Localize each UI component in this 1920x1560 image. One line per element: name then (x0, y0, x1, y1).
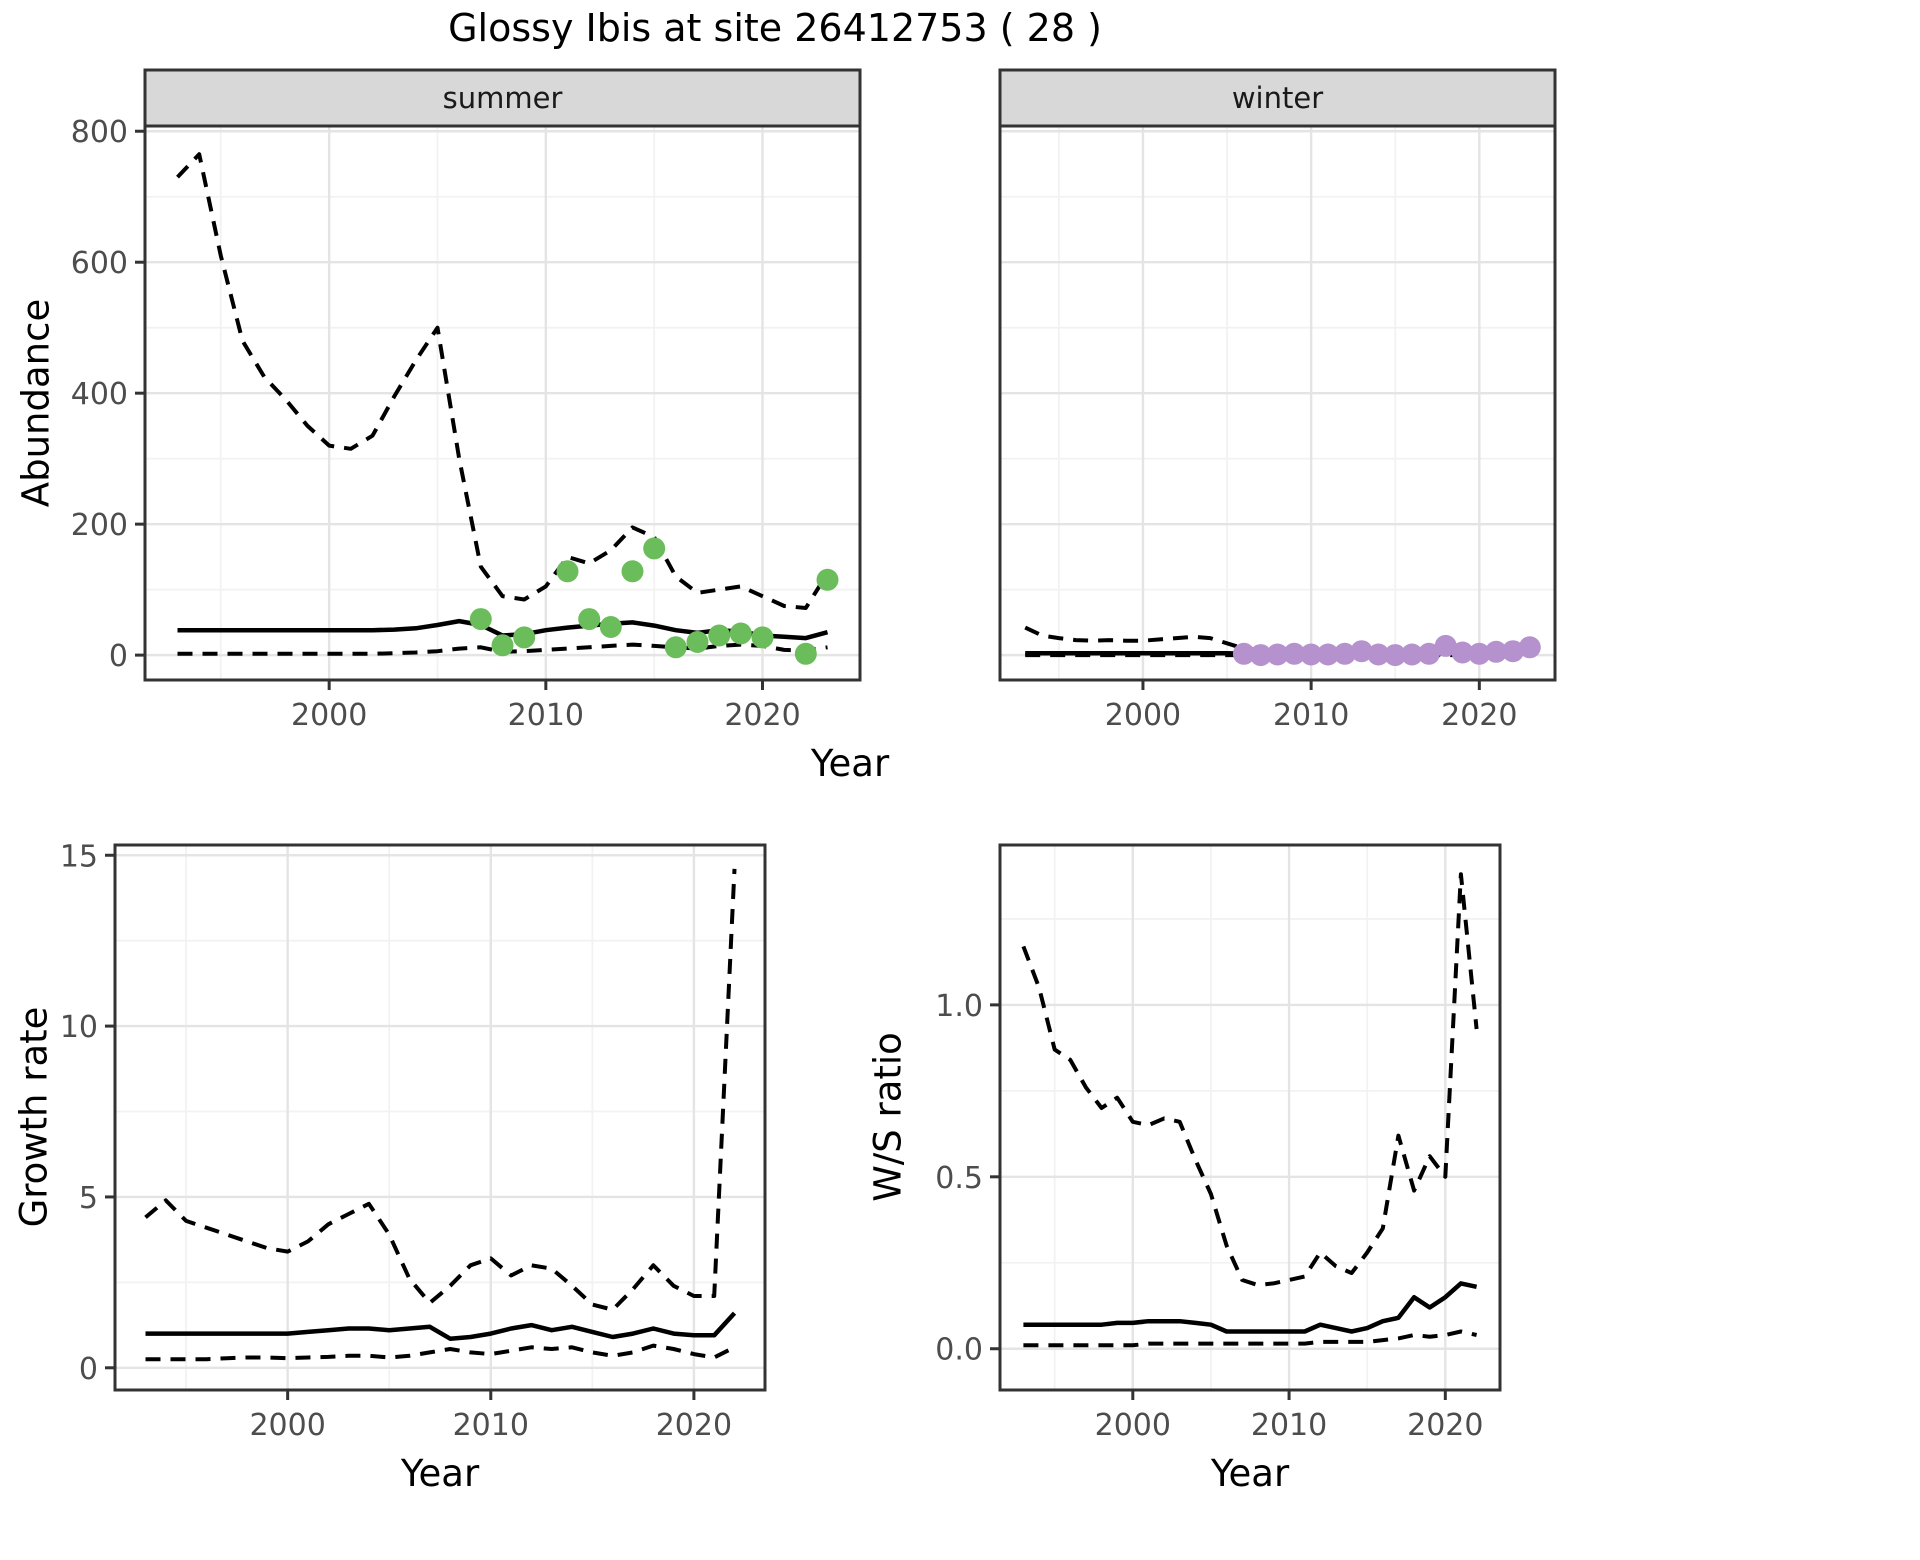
abundance_summer-observed-point (708, 624, 731, 647)
y-tick-label: 0 (109, 639, 128, 674)
x-axis-title-year-growth: Year (400, 1452, 480, 1495)
abundance_summer-observed-point (599, 616, 622, 638)
y-tick-label: 400 (71, 377, 128, 412)
abundance_summer-observed-point (751, 626, 774, 649)
abundance_winter-observed-point (1401, 643, 1423, 666)
x-tick-label: 2010 (1251, 1408, 1327, 1443)
y-tick-label: 0 (79, 1352, 98, 1387)
y-tick-label: 0.0 (935, 1333, 983, 1368)
abundance_winter-observed-point (1417, 642, 1440, 665)
x-tick-label: 2010 (1273, 698, 1349, 733)
abundance_summer-observed-point (513, 626, 536, 649)
abundance_winter-observed-point (1249, 644, 1272, 667)
abundance_winter-observed-point (1468, 642, 1491, 665)
abundance_summer-ci_upper-line (176, 152, 830, 610)
abundance_winter-observed-point (1367, 643, 1390, 666)
abundance_summer-observed-point (621, 560, 644, 583)
facet-strip-label: summer (443, 81, 563, 115)
page-title: Glossy Ibis at site 26412753 ( 28 ) (448, 6, 1102, 50)
y-tick-label: 1.0 (935, 989, 983, 1024)
abundance_winter-observed-point (1451, 641, 1474, 664)
y-tick-label: 10 (60, 1010, 98, 1045)
abundance_summer-observed-point (729, 622, 752, 645)
abundance_winter-observed-point (1384, 644, 1407, 667)
abundance_winter-observed-point (1283, 642, 1306, 665)
x-tick-label: 2010 (508, 698, 584, 733)
ws_ratio-median-line (1023, 1281, 1478, 1334)
y-tick-label: 200 (71, 508, 128, 543)
ws_ratio-ci_upper-line (1021, 872, 1479, 1288)
facet-strip (998, 68, 1557, 128)
x-tick-label: 2000 (249, 1408, 325, 1443)
x-axis-title-year-top: Year (810, 742, 890, 785)
abundance_winter-observed-point (1333, 642, 1356, 665)
x-tick-label: 2000 (291, 698, 367, 733)
panel-border (998, 843, 1502, 1392)
panel-background (115, 845, 765, 1390)
abundance_winter-observed-point (1350, 640, 1373, 663)
ws_ratio-ci_lower-line (1023, 1329, 1478, 1348)
y-tick-label: 5 (79, 1181, 98, 1216)
facet-strip-label: winter (1232, 81, 1323, 115)
x-tick-label: 2020 (724, 698, 800, 733)
abundance_winter-observed-point (1502, 640, 1524, 663)
x-tick-label: 2000 (1105, 698, 1181, 733)
abundance_summer-observed-point (469, 608, 492, 631)
panel-background (145, 126, 860, 680)
abundance_winter-observed-point (1518, 636, 1541, 659)
abundance_winter-observed-point (1232, 642, 1255, 665)
abundance_summer-observed-point (491, 634, 514, 657)
growth_rate-panel: 2000 2010 2020 0 5 10 15 (60, 839, 767, 1443)
abundance_summer-observed-point (686, 631, 709, 653)
growth_rate-median-line (145, 1311, 737, 1341)
panel-background (1000, 845, 1500, 1390)
y-tick-label: 600 (71, 246, 128, 281)
x-tick-label: 2020 (1441, 698, 1517, 733)
abundance_winter-panel: 2000 2010 2020 winter (998, 68, 1557, 733)
x-tick-label: 2010 (453, 1408, 529, 1443)
growth_rate-ci_upper-line (144, 868, 737, 1312)
x-tick-label: 2000 (1095, 1408, 1171, 1443)
facet-strip (143, 68, 862, 128)
x-tick-label: 2020 (1407, 1408, 1483, 1443)
y-tick-label: 15 (60, 839, 98, 874)
abundance_winter-observed-point (1266, 643, 1289, 666)
abundance_winter-observed-point (1317, 643, 1339, 666)
x-axis-title-year-ws: Year (1210, 1452, 1290, 1495)
abundance_winter-observed-point (1300, 643, 1323, 666)
y-tick-label: 800 (71, 115, 128, 150)
abundance_summer-panel: 2000 2010 2020 0 200 400 600 800 summer (71, 68, 862, 733)
abundance_summer-observed-point (664, 636, 687, 659)
abundance_winter-observed-point (1485, 640, 1508, 663)
abundance_summer-observed-point (578, 608, 601, 631)
abundance_summer-observed-point (794, 642, 817, 665)
abundance_summer-observed-point (556, 560, 579, 583)
abundance_summer-observed-point (643, 537, 666, 560)
abundance_winter-observed-point (1434, 634, 1457, 657)
abundance_summer-observed-point (816, 568, 839, 591)
panel-border (113, 843, 767, 1392)
y-tick-label: 0.5 (935, 1161, 983, 1196)
ws_ratio-panel: 2000 2010 2020 0.0 0.5 1.0 (935, 843, 1502, 1443)
panel-background (1000, 126, 1555, 680)
x-tick-label: 2020 (656, 1408, 732, 1443)
